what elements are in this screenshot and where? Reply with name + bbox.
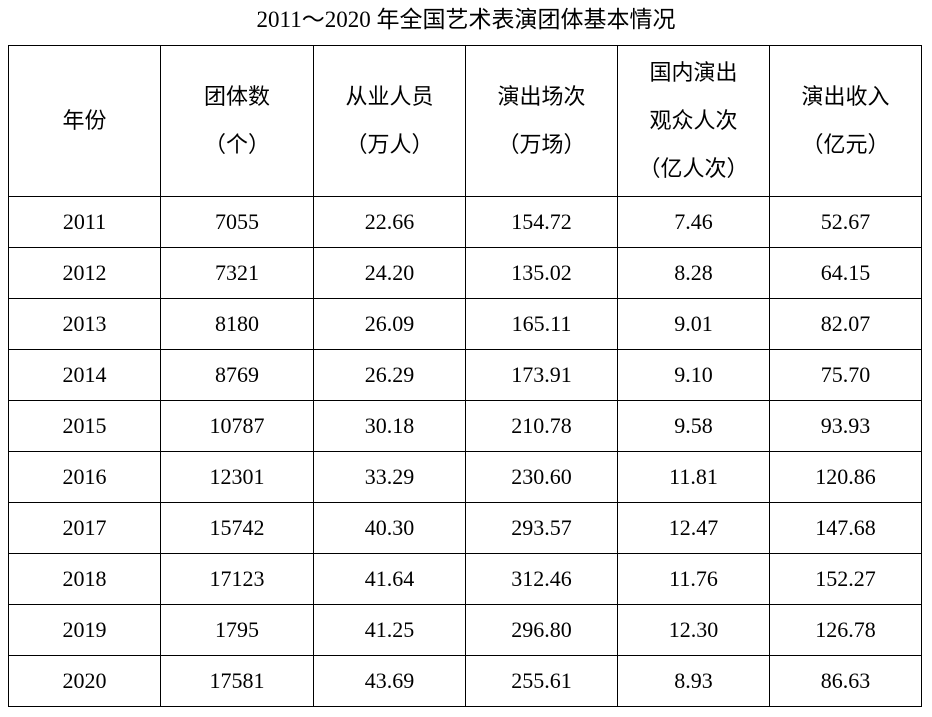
data-row: 2014 8769 26.29 173.91 9.10 75.70 xyxy=(8,349,922,401)
table-body: 年份 团体数 （个） 从业人员 （万人） 演出场次 （万场） 国内演出观众人次 （亿人次） 演出收… xyxy=(8,45,922,707)
header-cell: 国内演出观众人次 （亿人次） xyxy=(617,45,770,197)
value-cell: 82.07 xyxy=(769,298,922,350)
header-row: 年份 团体数 （个） 从业人员 （万人） 演出场次 （万场） 国内演出观众人次 （亿人次） 演出收… xyxy=(8,45,922,197)
data-table: 年份 团体数 （个） 从业人员 （万人） 演出场次 （万场） 国内演出观众人次 （亿人次） 演出收… xyxy=(8,45,922,707)
header-text: （个） xyxy=(203,132,270,157)
value-cell: 93.93 xyxy=(769,400,922,452)
value-cell: 86.63 xyxy=(769,655,922,707)
data-row: 2016 12301 33.29 230.60 11.81 120.86 xyxy=(8,451,922,503)
value-cell: 10787 xyxy=(160,400,314,452)
value-cell: 41.64 xyxy=(313,553,466,605)
value-cell: 126.78 xyxy=(769,604,922,656)
value-cell: 135.02 xyxy=(465,247,618,299)
header-text: 国内演出 xyxy=(649,60,738,85)
data-row: 2019 1795 41.25 296.80 12.30 126.78 xyxy=(8,604,922,656)
data-row: 2011 7055 22.66 154.72 7.46 52.67 xyxy=(8,196,922,248)
year-cell: 2013 xyxy=(8,298,161,350)
header-text: （万人） xyxy=(345,132,434,157)
value-cell: 7055 xyxy=(160,196,314,248)
value-cell: 9.01 xyxy=(617,298,770,350)
value-cell: 7321 xyxy=(160,247,314,299)
value-cell: 26.09 xyxy=(313,298,466,350)
value-cell: 40.30 xyxy=(313,502,466,554)
year-cell: 2012 xyxy=(8,247,161,299)
header-text: 观众人次 xyxy=(649,108,738,133)
value-cell: 24.20 xyxy=(313,247,466,299)
value-cell: 147.68 xyxy=(769,502,922,554)
header-cell: 演出收入 （亿元） xyxy=(769,45,922,197)
value-cell: 11.76 xyxy=(617,553,770,605)
header-cell: 演出场次 （万场） xyxy=(465,45,618,197)
value-cell: 26.29 xyxy=(313,349,466,401)
value-cell: 8.93 xyxy=(617,655,770,707)
value-cell: 152.27 xyxy=(769,553,922,605)
value-cell: 120.86 xyxy=(769,451,922,503)
value-cell: 43.69 xyxy=(313,655,466,707)
value-cell: 17581 xyxy=(160,655,314,707)
value-cell: 312.46 xyxy=(465,553,618,605)
table-title: 2011～2020 年全国艺术表演团体基本情况 xyxy=(256,7,676,32)
header-text: 演出收入 xyxy=(801,84,890,109)
value-cell: 12.30 xyxy=(617,604,770,656)
value-cell: 52.67 xyxy=(769,196,922,248)
value-cell: 22.66 xyxy=(313,196,466,248)
value-cell: 255.61 xyxy=(465,655,618,707)
year-cell: 2018 xyxy=(8,553,161,605)
value-cell: 8.28 xyxy=(617,247,770,299)
data-row: 2015 10787 30.18 210.78 9.58 93.93 xyxy=(8,400,922,452)
value-cell: 9.10 xyxy=(617,349,770,401)
data-row: 2013 8180 26.09 165.11 9.01 82.07 xyxy=(8,298,922,350)
year-cell: 2017 xyxy=(8,502,161,554)
value-cell: 165.11 xyxy=(465,298,618,350)
value-cell: 210.78 xyxy=(465,400,618,452)
data-row: 2018 17123 41.64 312.46 11.76 152.27 xyxy=(8,553,922,605)
value-cell: 293.57 xyxy=(465,502,618,554)
header-cell: 从业人员 （万人） xyxy=(313,45,466,197)
value-cell: 64.15 xyxy=(769,247,922,299)
data-row: 2012 7321 24.20 135.02 8.28 64.15 xyxy=(8,247,922,299)
header-text: 演出场次 xyxy=(497,84,586,109)
value-cell: 154.72 xyxy=(465,196,618,248)
value-cell: 173.91 xyxy=(465,349,618,401)
value-cell: 230.60 xyxy=(465,451,618,503)
header-text: （亿元） xyxy=(801,132,890,157)
header-cell: 年份 xyxy=(8,45,161,197)
value-cell: 12301 xyxy=(160,451,314,503)
value-cell: 296.80 xyxy=(465,604,618,656)
year-cell: 2016 xyxy=(8,451,161,503)
year-cell: 2020 xyxy=(8,655,161,707)
value-cell: 17123 xyxy=(160,553,314,605)
value-cell: 30.18 xyxy=(313,400,466,452)
header-text: 从业人员 xyxy=(345,84,434,109)
data-row: 2017 15742 40.30 293.57 12.47 147.68 xyxy=(8,502,922,554)
header-text: 年份 xyxy=(62,108,107,133)
year-cell: 2015 xyxy=(8,400,161,452)
data-row: 2020 17581 43.69 255.61 8.93 86.63 xyxy=(8,655,922,707)
value-cell: 7.46 xyxy=(617,196,770,248)
value-cell: 33.29 xyxy=(313,451,466,503)
header-text: （亿人次） xyxy=(638,156,749,181)
value-cell: 1795 xyxy=(160,604,314,656)
value-cell: 15742 xyxy=(160,502,314,554)
year-cell: 2019 xyxy=(8,604,161,656)
header-text: 团体数 xyxy=(203,84,270,109)
value-cell: 8180 xyxy=(160,298,314,350)
value-cell: 75.70 xyxy=(769,349,922,401)
value-cell: 12.47 xyxy=(617,502,770,554)
header-text: （万场） xyxy=(497,132,586,157)
header-cell: 团体数 （个） xyxy=(160,45,314,197)
value-cell: 8769 xyxy=(160,349,314,401)
year-cell: 2014 xyxy=(8,349,161,401)
year-cell: 2011 xyxy=(8,196,161,248)
value-cell: 9.58 xyxy=(617,400,770,452)
value-cell: 11.81 xyxy=(617,451,770,503)
value-cell: 41.25 xyxy=(313,604,466,656)
